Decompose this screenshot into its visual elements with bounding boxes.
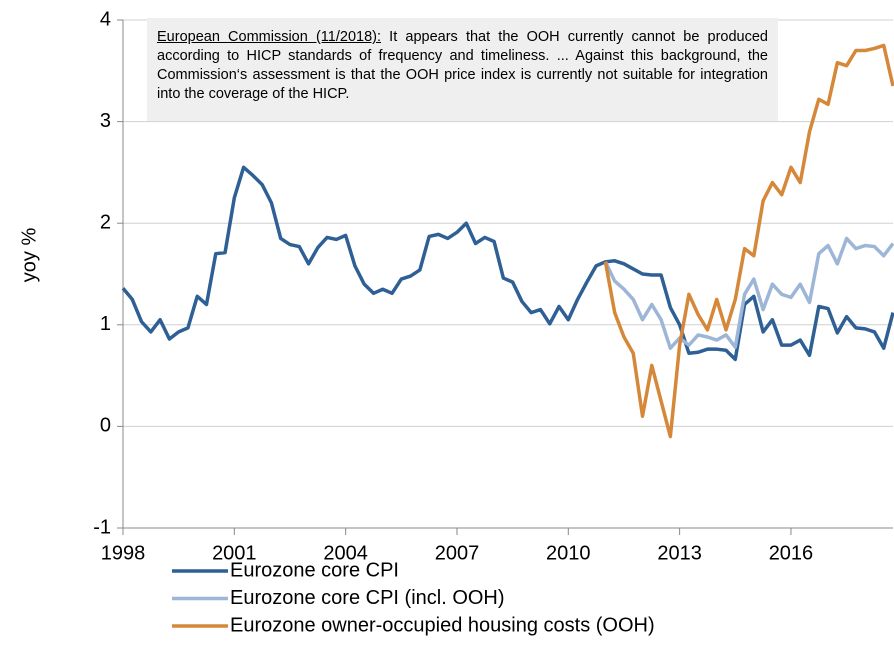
x-tick-label: 2004 bbox=[323, 542, 368, 564]
y-tick-label: -1 bbox=[93, 516, 111, 538]
y-tick-label: 3 bbox=[100, 110, 111, 132]
annotation-text: It appears that the OOH currently cannot… bbox=[157, 29, 769, 102]
x-tick-label: 2001 bbox=[212, 542, 257, 564]
x-tick-label: 2007 bbox=[435, 542, 480, 564]
y-axis-label: yoy % bbox=[18, 228, 40, 283]
legend-label: Eurozone core CPI (incl. OOH) bbox=[230, 587, 505, 609]
series-line bbox=[603, 43, 894, 439]
y-tick-label: 0 bbox=[100, 415, 111, 437]
annotation: European Commission (11/2018): It appear… bbox=[147, 18, 778, 121]
legend-label: Eurozone core CPI bbox=[230, 559, 399, 581]
x-tick-label: 2013 bbox=[657, 542, 702, 564]
x-tick-label: 1998 bbox=[101, 542, 146, 564]
legend-label: Eurozone owner-occupied housing costs (O… bbox=[230, 614, 655, 636]
series-line bbox=[603, 236, 894, 350]
annotation-title: European Commission (11/2018): bbox=[157, 29, 381, 45]
y-tick-label: 2 bbox=[100, 211, 111, 233]
y-tick-label: 4 bbox=[100, 8, 111, 30]
y-tick-label: 1 bbox=[100, 313, 111, 335]
x-tick-label: 2016 bbox=[769, 542, 814, 564]
series-line bbox=[121, 165, 894, 362]
x-tick-label: 2010 bbox=[546, 542, 591, 564]
